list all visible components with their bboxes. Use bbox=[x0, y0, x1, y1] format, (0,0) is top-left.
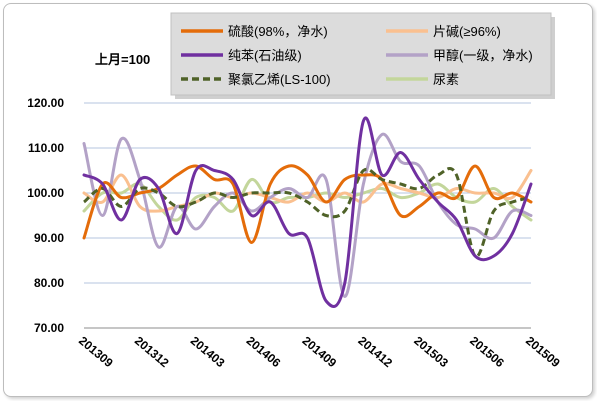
series-line bbox=[82, 169, 533, 213]
x-tick-label: 201403 bbox=[188, 334, 228, 371]
x-tick-label: 201503 bbox=[411, 334, 451, 371]
x-tick-label: 201509 bbox=[523, 334, 563, 371]
y-tick-label: 100.00 bbox=[27, 186, 64, 200]
legend-label: 甲醇(一级，净水) bbox=[433, 48, 533, 63]
y-axis-ticks: 70.00 80.00 90.00 100.00 110.00 120.00 bbox=[27, 96, 64, 335]
gridlines bbox=[84, 102, 531, 329]
legend-label: 纯苯(石油级) bbox=[228, 48, 302, 63]
x-tick-label: 201309 bbox=[76, 334, 116, 371]
y-tick-label: 90.00 bbox=[34, 231, 64, 245]
legend-label: 片碱(≥96%) bbox=[433, 24, 501, 39]
y-tick-label: 70.00 bbox=[34, 321, 64, 335]
x-tick-label: 201412 bbox=[355, 334, 395, 371]
x-tick-label: 201406 bbox=[244, 334, 284, 371]
series-line bbox=[83, 167, 532, 258]
legend-label: 尿素 bbox=[433, 72, 459, 87]
legend-box bbox=[170, 12, 552, 96]
y-tick-label: 110.00 bbox=[28, 141, 64, 155]
y-tick-label: 120.00 bbox=[27, 96, 64, 110]
series-line bbox=[82, 132, 533, 299]
x-tick-label: 201506 bbox=[467, 334, 507, 371]
y-tick-label: 80.00 bbox=[34, 276, 64, 290]
x-tick-label: 201312 bbox=[132, 334, 172, 371]
series-lines bbox=[82, 116, 533, 308]
x-tick-label: 201409 bbox=[300, 334, 340, 371]
legend-label: 硫酸(98%，净水) bbox=[228, 24, 328, 39]
series-line bbox=[82, 116, 533, 308]
legend: 硫酸(98%，净水) 片碱(≥96%) 纯苯(石油级) 甲醇(一级，净水) 聚氯乙烯(L… bbox=[170, 12, 555, 99]
legend-label: 聚氯乙烯(LS-100) bbox=[228, 72, 331, 87]
unit-label: 上月=100 bbox=[95, 52, 150, 67]
x-axis-ticks: 201309 201312 201403 201406 201409 201412 2015… bbox=[76, 334, 563, 371]
